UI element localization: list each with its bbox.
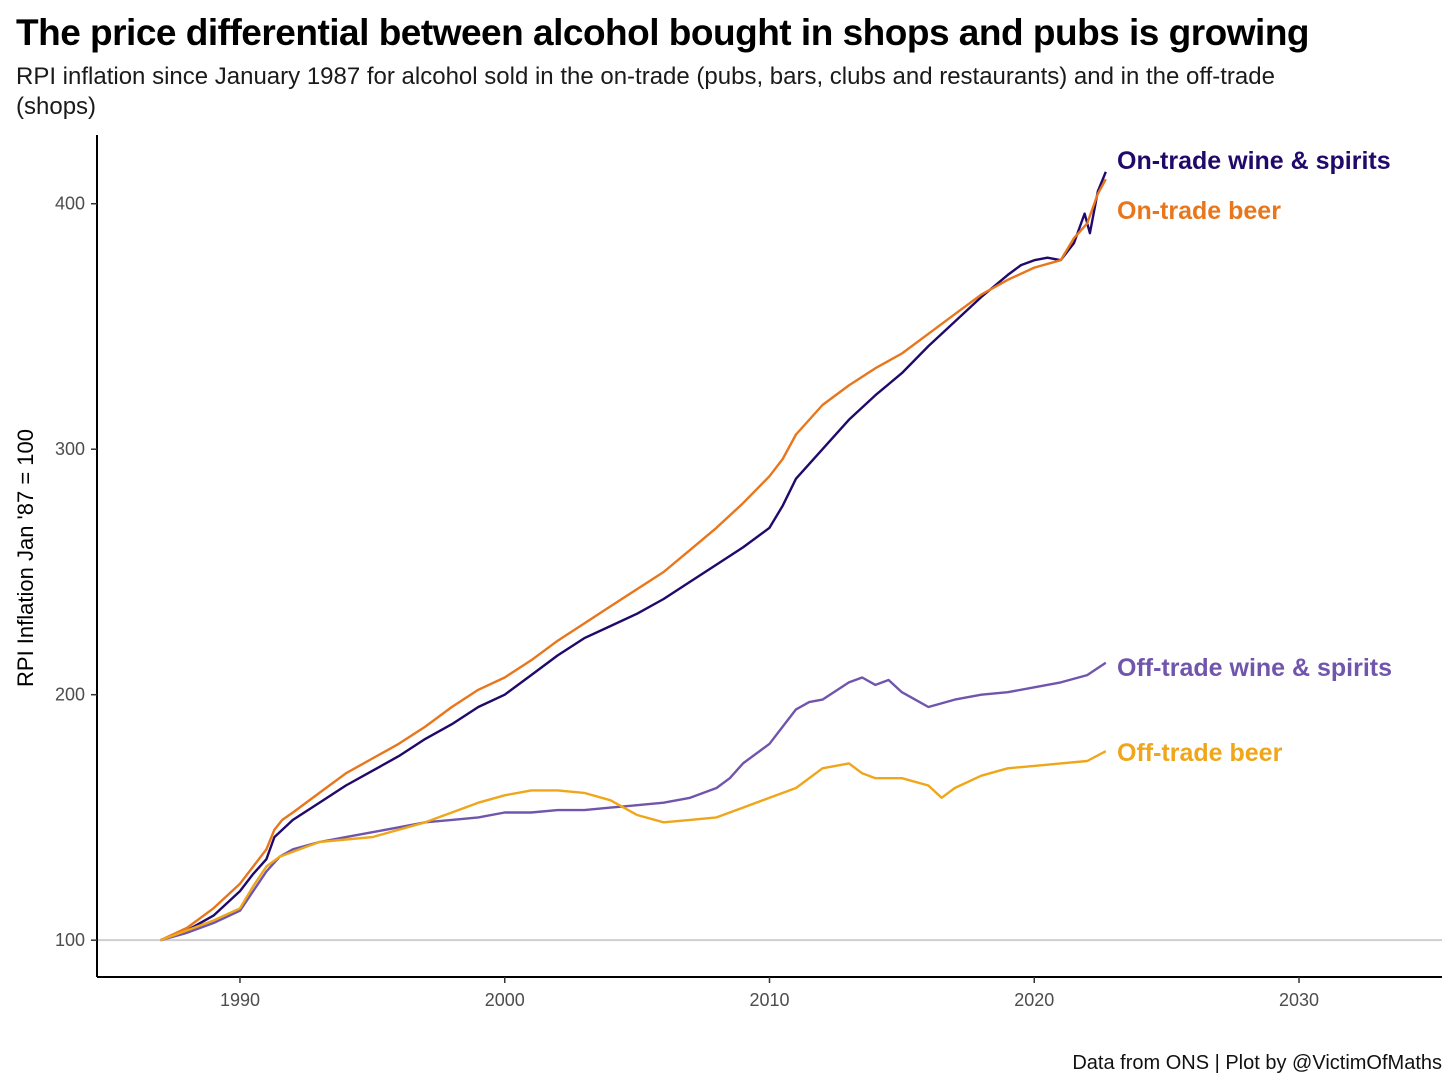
y-tick-label: 100: [55, 930, 85, 950]
series-line: [160, 171, 1107, 942]
series-label: Off-trade beer: [1117, 739, 1283, 767]
x-tick-label: 1990: [220, 990, 260, 1010]
series-line: [159, 178, 1107, 942]
x-tick-label: 2020: [1014, 990, 1054, 1010]
series-layer: [159, 171, 1107, 942]
series-label: On-trade beer: [1117, 197, 1281, 225]
x-tick-label: 2010: [749, 990, 789, 1010]
chart-subtitle: RPI inflation since January 1987 for alc…: [16, 63, 1275, 120]
y-tick-label: 300: [55, 439, 85, 459]
series-label: On-trade wine & spirits: [1117, 147, 1391, 175]
series-line: [160, 750, 1107, 942]
series-line: [160, 661, 1107, 942]
x-tick-label: 2030: [1279, 990, 1319, 1010]
y-tick-label: 400: [55, 194, 85, 214]
series-label: Off-trade wine & spirits: [1117, 654, 1392, 682]
chart-title: The price differential between alcohol b…: [16, 12, 1310, 53]
chart-caption: Data from ONS | Plot by @VictimOfMaths: [1072, 1052, 1442, 1074]
x-tick-label: 2000: [485, 990, 525, 1010]
series-labels: On-trade wine & spirits On-trade beer Off-…: [1117, 147, 1392, 767]
y-axis-title: RPI Inflation Jan '87 = 100: [13, 429, 38, 687]
y-tick-label: 200: [55, 685, 85, 705]
axes: 100 200 300 400 1990 2000 2010 2020 2030 RPI Infl…: [13, 135, 1442, 1010]
